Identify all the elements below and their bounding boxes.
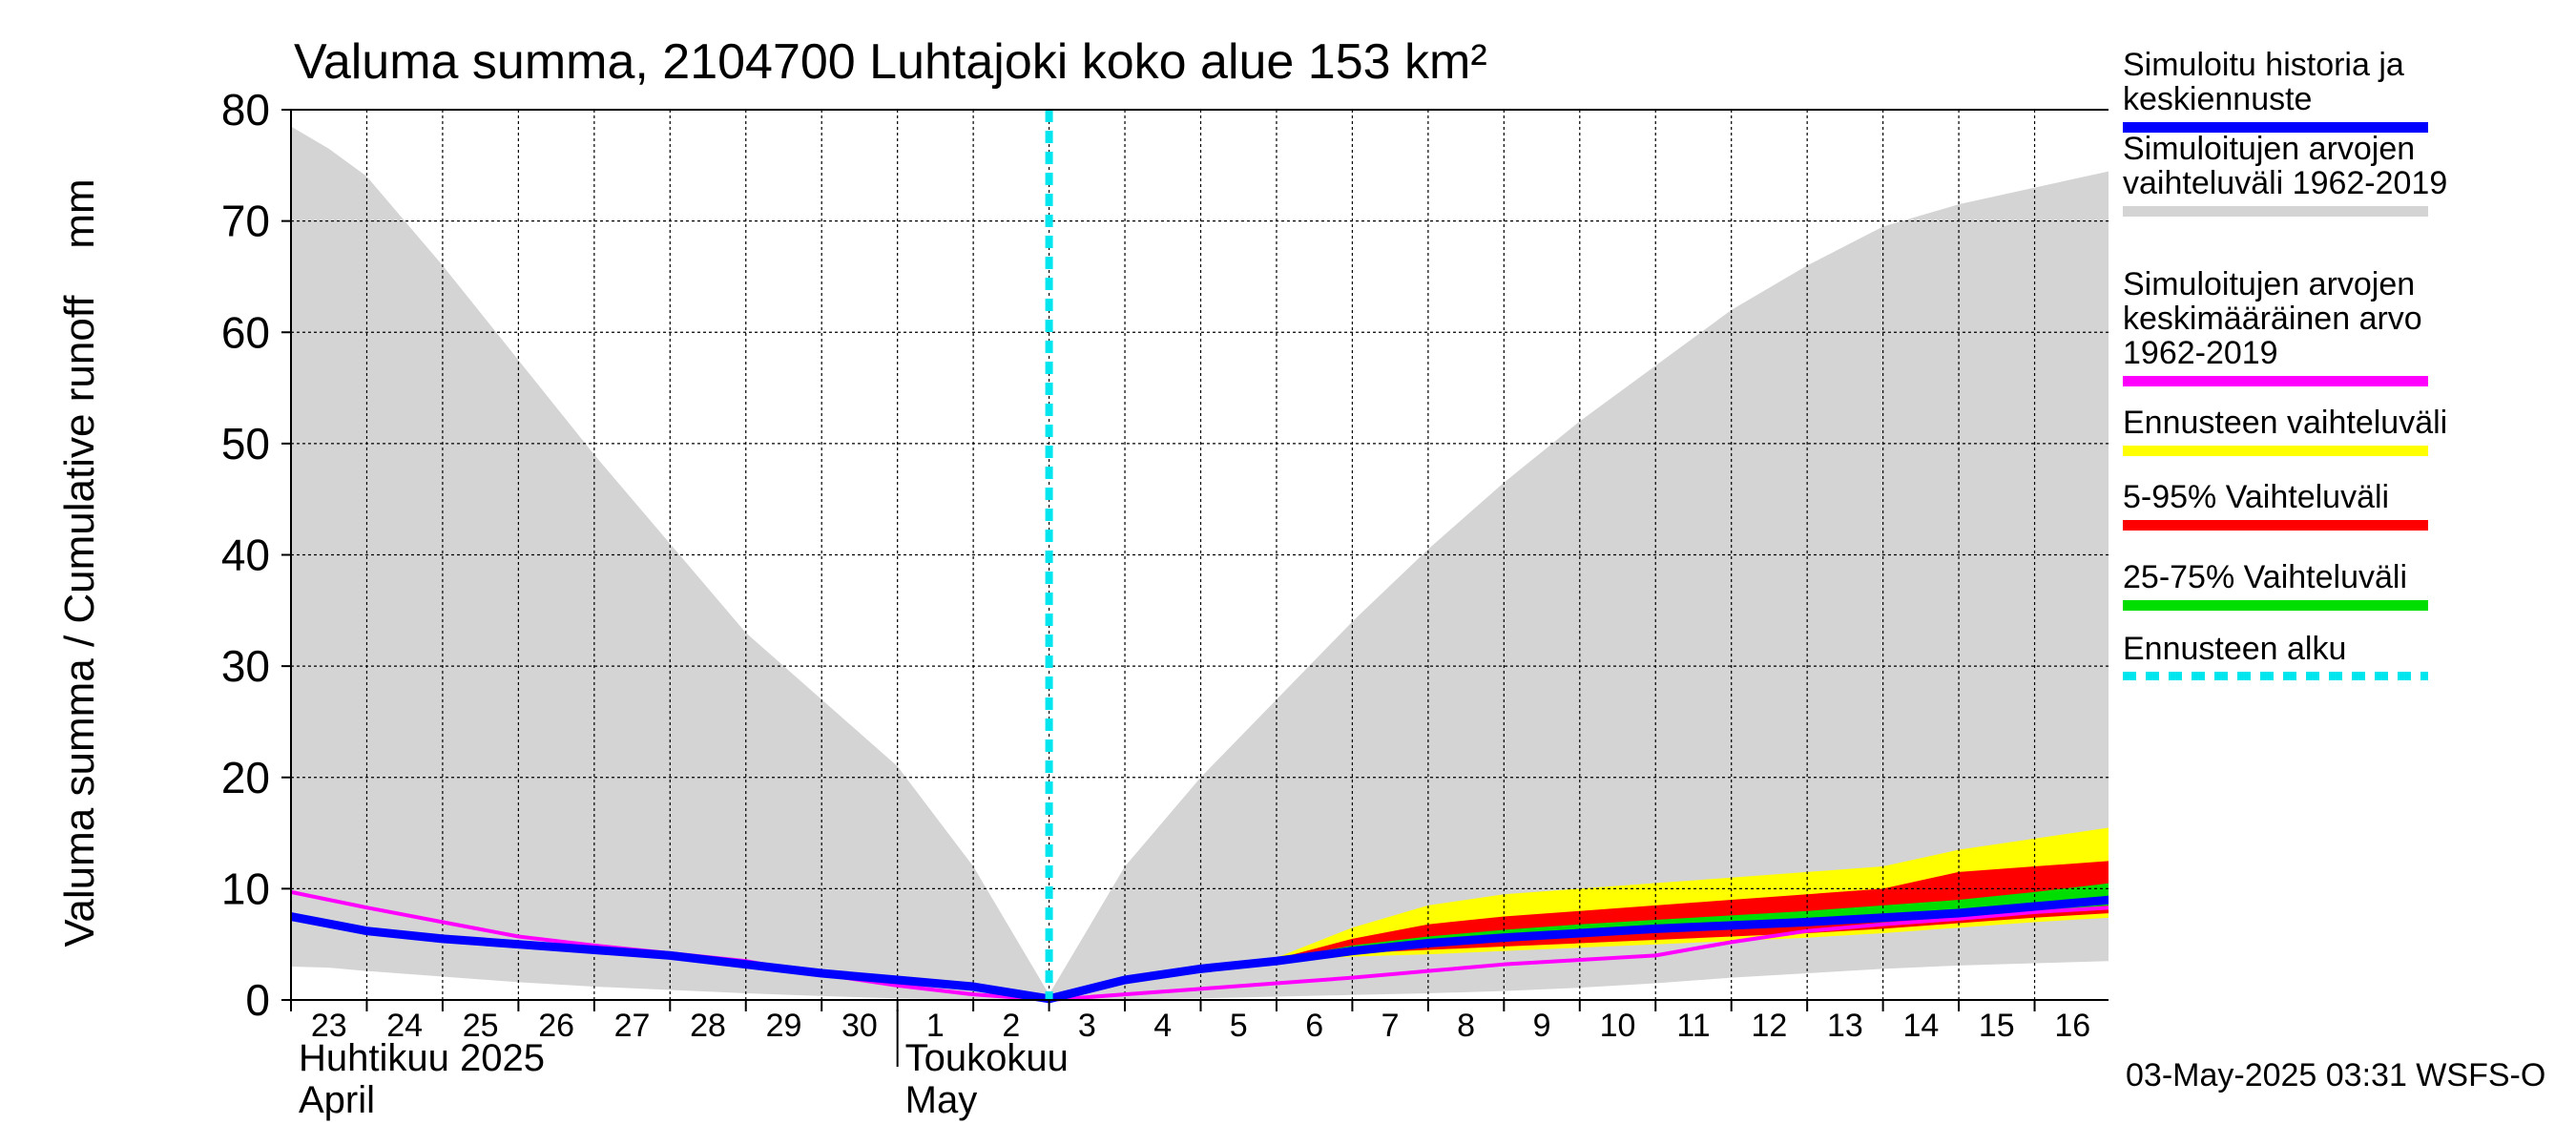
x-tick-label: 11 [1676,1008,1710,1044]
x-tick-label: 24 [386,1008,423,1044]
month-label-fi: Huhtikuu 2025 [299,1037,545,1079]
legend-item-simuloitujen-arvojen-2: Simuloitujen arvojen keskimääräinen arvo… [2123,266,2562,386]
legend-label: 5-95% Vaihteluväli [2123,479,2390,515]
x-tick-label: 2 [1002,1008,1020,1044]
x-tick-label: 3 [1078,1008,1096,1044]
x-tick-label: 9 [1533,1008,1551,1044]
month-label-fi: Toukokuu [905,1037,1069,1079]
x-tick-label: 12 [1752,1008,1788,1044]
x-tick-label: 23 [311,1008,347,1044]
y-tick-label: 50 [221,419,270,468]
x-tick-label: 25 [463,1008,499,1044]
y-tick-label: 20 [221,753,270,802]
y-tick-label: 0 [245,975,270,1025]
x-tick-label: 14 [1902,1008,1939,1044]
x-tick-label: 16 [2054,1008,2090,1044]
y-tick-label: 30 [221,641,270,691]
y-tick-label: 40 [221,531,270,580]
legend-swatch [2123,600,2428,611]
x-tick-label: 26 [538,1008,574,1044]
x-tick-label: 6 [1305,1008,1323,1044]
month-label-en: May [905,1079,978,1121]
x-tick-label: 5 [1230,1008,1248,1044]
x-tick-label: 1 [926,1008,945,1044]
legend-label: Simuloitu historia ja keskiennuste [2123,47,2404,117]
band-simuloitujen-arvojen-vaihteluv-li-1962-2019 [291,126,2109,1000]
x-tick-label: 7 [1381,1008,1400,1044]
legend-item-ennusteen-vaihteluv-li-3: Ennusteen vaihteluväli [2123,405,2562,456]
timestamp-footer: 03-May-2025 03:31 WSFS-O [2126,1057,2546,1093]
series-line-simuloitu-historia-ja-keskiennuste [290,895,2109,1004]
series-line-simuloitujen-arvojen-keskim-r-inen-arvo-1962-2019 [290,889,2109,1002]
legend-swatch [2123,446,2428,456]
legend-swatch [2123,672,2428,680]
legend-label: Ennusteen vaihteluväli [2123,405,2448,441]
y-tick-label: 10 [221,864,270,913]
legend-label: Simuloitujen arvojen keskimääräinen arvo… [2123,266,2422,371]
legend-label: Simuloitujen arvojen vaihteluväli 1962-2… [2123,131,2448,201]
x-tick-label: 13 [1827,1008,1863,1044]
legend-swatch [2123,520,2428,531]
month-label-en: April [299,1079,375,1121]
y-tick-label: 70 [221,197,270,246]
x-tick-label: 30 [841,1008,878,1044]
x-tick-label: 27 [614,1008,651,1044]
x-tick-label: 8 [1457,1008,1475,1044]
y-axis-label: Valuma summa / Cumulative runoff mm [56,178,103,947]
legend-item-25-75-vaihteluv-li-5: 25-75% Vaihteluväli [2123,559,2562,611]
legend-swatch [2123,206,2428,217]
x-tick-label: 4 [1153,1008,1172,1044]
legend-item-5-95-vaihteluv-li-4: 5-95% Vaihteluväli [2123,479,2562,531]
legend-item-simuloitujen-arvojen-1: Simuloitujen arvojen vaihteluväli 1962-2… [2123,131,2562,217]
legend-item-ennusteen-alku-6: Ennusteen alku [2123,631,2562,680]
band-25-75-vaihteluv-li [1276,883,2109,961]
series-lines [290,110,2109,1004]
chart-title: Valuma summa, 2104700 Luhtajoki koko alu… [294,34,1487,90]
x-tick-labels: 23 24 25 26 27 28 29 30 1 2 3 4 5 6 7 8 9 10 11 12 13 14 15 16 [290,1000,2090,1044]
x-tick-label: 28 [690,1008,726,1044]
range-bands [291,126,2109,1000]
legend-swatch [2123,122,2428,133]
legend-swatch [2123,376,2428,386]
y-tick-label: 80 [221,85,270,135]
cumulative-runoff-chart: Valuma summa, 2104700 Luhtajoki koko alu… [56,34,2109,1121]
x-tick-label: 29 [766,1008,802,1044]
y-tick-label: 60 [221,307,270,357]
x-tick-label: 10 [1600,1008,1636,1044]
x-tick-label: 15 [1979,1008,2015,1044]
legend-label: 25-75% Vaihteluväli [2123,559,2407,595]
legend-item-simuloitu-historia-ja-0: Simuloitu historia ja keskiennuste [2123,47,2562,133]
y-tick-labels: 0 10 20 30 40 50 60 70 80 [221,85,291,1025]
legend-label: Ennusteen alku [2123,631,2347,667]
